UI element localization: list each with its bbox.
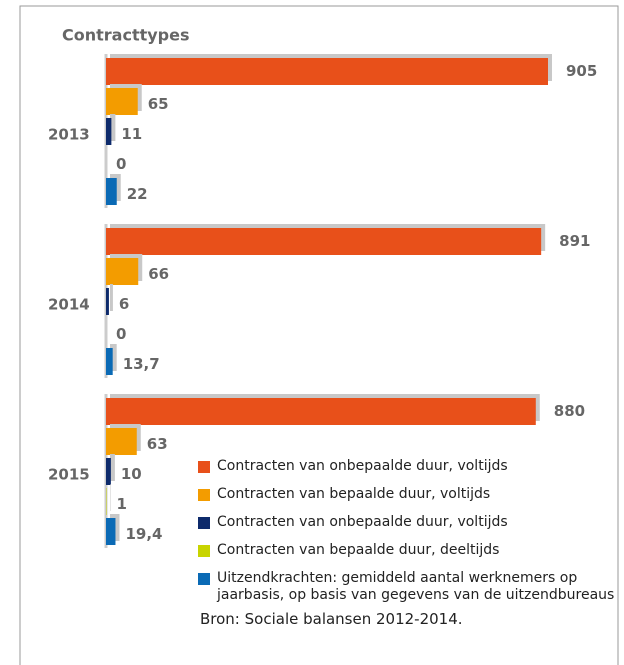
legend-label: Contracten van onbepaalde duur, voltijds: [217, 458, 508, 474]
legend-swatch: [198, 517, 210, 529]
bar: [106, 228, 542, 255]
data-label: 0: [116, 325, 126, 343]
legend-item: Contracten van onbepaalde duur, voltijds: [198, 514, 618, 531]
legend-label: Contracten van bepaalde duur, deeltijds: [217, 542, 500, 558]
legend-item: Contracten van bepaalde duur, deeltijds: [198, 542, 618, 559]
legend-swatch: [198, 489, 210, 501]
y-tick-label: 2014: [48, 296, 90, 314]
bar: [106, 518, 116, 545]
legend-label: Contracten van onbepaalde duur, voltijds: [217, 514, 508, 530]
legend-label: Uitzendkrachten: gemiddeld aantal werkne…: [217, 570, 615, 603]
chart-title: Contracttypes: [62, 26, 190, 45]
bar-shadow: [110, 284, 113, 311]
legend-swatch: [198, 461, 210, 473]
source: Bron: Sociale balansen 2012-2014.: [200, 610, 463, 628]
bar: [106, 458, 111, 485]
bar: [106, 58, 548, 85]
bar: [106, 258, 139, 285]
bar-shadow: [110, 114, 116, 141]
bar: [106, 398, 536, 425]
data-label: 65: [148, 95, 169, 113]
data-label: 11: [121, 125, 142, 143]
bar: [106, 428, 137, 455]
data-label: 6: [119, 295, 129, 313]
frame: [19, 5, 619, 665]
data-label: 1: [116, 495, 126, 513]
legend-item: Contracten van bepaalde duur, voltijds: [198, 486, 618, 503]
bar: [106, 348, 113, 375]
legend: Contracten van onbepaalde duur, voltijds…: [198, 458, 618, 615]
legend-item: Contracten van onbepaalde duur, voltijds: [198, 458, 618, 475]
y-tick-label: 2015: [48, 466, 90, 484]
y-tick-label: 2013: [48, 126, 90, 144]
bar: [106, 288, 109, 315]
data-label: 880: [554, 402, 585, 420]
data-label: 13,7: [123, 355, 160, 373]
data-label: 63: [147, 435, 168, 453]
data-label: 66: [148, 265, 169, 283]
bar: [106, 88, 138, 115]
data-label: 0: [116, 155, 126, 173]
data-label: 22: [127, 185, 148, 203]
bar-shadow: [110, 344, 117, 371]
legend-label: Contracten van bepaalde duur, voltijds: [217, 486, 491, 502]
bar: [106, 118, 112, 145]
data-label: 905: [566, 62, 597, 80]
data-label: 891: [559, 232, 590, 250]
legend-swatch: [198, 545, 210, 557]
legend-item: Uitzendkrachten: gemiddeld aantal werkne…: [198, 570, 618, 604]
data-label: 19,4: [125, 525, 162, 543]
legend-swatch: [198, 573, 210, 585]
bar: [106, 178, 117, 205]
bar-shadow: [110, 454, 115, 481]
data-label: 10: [121, 465, 142, 483]
